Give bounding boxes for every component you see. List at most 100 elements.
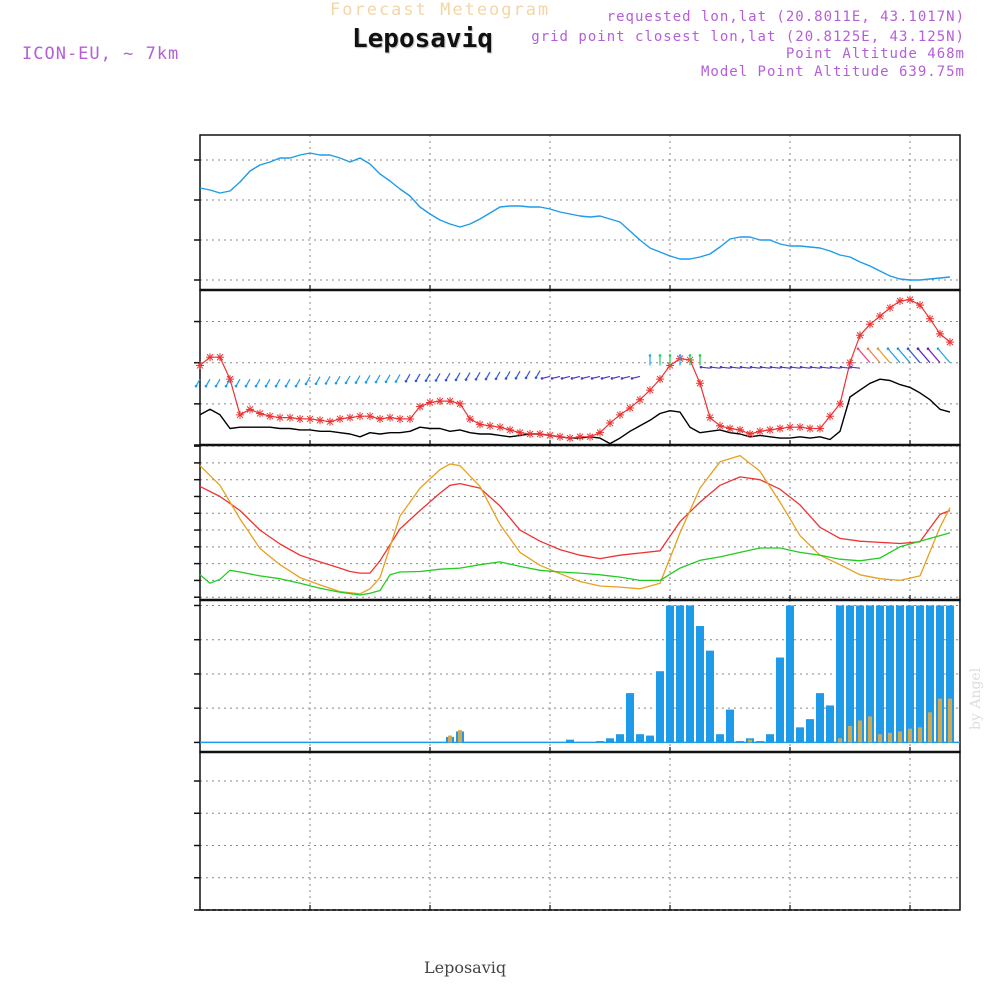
wind-dir-arrow	[265, 378, 271, 387]
wind-dir-arrowhead	[799, 365, 803, 369]
gust-marker	[796, 423, 804, 432]
wind-dir-arrowhead	[424, 379, 428, 382]
wind-dir-arrow	[235, 378, 241, 387]
requested-coords: requested lon,lat (20.8011E, 43.1017N)	[606, 9, 965, 25]
wind-dir-arrow	[790, 366, 801, 369]
series-2m-temp-line	[199, 476, 951, 574]
bar-total-clouds	[836, 605, 844, 743]
gust-marker	[276, 413, 284, 422]
wind-dir-arrowhead	[284, 384, 288, 388]
gust-marker	[316, 416, 324, 425]
wind-dir-arrow	[740, 366, 751, 369]
bar-total-clouds	[896, 605, 904, 743]
gust-marker	[206, 353, 214, 362]
bar-low-clouds	[938, 698, 942, 743]
model-altitude: Model Point Altitude 639.75m	[700, 64, 965, 80]
wind-dir-arrow	[857, 348, 871, 364]
wind-dir-arrowhead	[474, 378, 478, 381]
bar-low-clouds	[858, 720, 862, 743]
wind-dir-arrow	[927, 348, 941, 364]
wind-dir-arrow	[830, 366, 841, 369]
wind-dir-arrowhead	[630, 377, 634, 380]
wind-dir-arrowhead	[936, 347, 940, 350]
wind-dir-arrowhead	[906, 347, 910, 350]
wind-dir-arrowhead	[414, 379, 418, 383]
gust-marker	[936, 329, 944, 338]
wind-dir-arrowhead	[896, 347, 900, 350]
wind-dir-arrow	[750, 366, 761, 369]
gust-marker	[466, 414, 474, 423]
gust-marker	[536, 430, 544, 439]
wind-dir-arrow	[255, 378, 261, 387]
wind-dir-arrow	[551, 375, 561, 379]
bar-total-clouds	[866, 605, 874, 743]
wind-dir-arrowhead	[304, 382, 308, 386]
gust-marker	[816, 424, 824, 433]
footer-location: Leposaviq	[424, 958, 507, 977]
wind-dir-arrowhead	[484, 377, 488, 381]
wind-dir-arrowhead	[600, 377, 604, 380]
bar-low-clouds	[878, 734, 882, 743]
gust-marker	[416, 402, 424, 411]
wind-dir-arrow	[365, 375, 371, 383]
grid-point-coords: grid point closest lon,lat (20.8125E, 43…	[531, 29, 965, 45]
bar-total-clouds	[766, 734, 774, 743]
gust-marker	[756, 427, 764, 436]
wind-dir-arrow	[285, 378, 291, 387]
wind-dir-arrow	[425, 373, 431, 381]
bar-total-clouds	[916, 605, 924, 743]
wind-dir-arrowhead	[364, 381, 368, 384]
wind-dir-arrow	[720, 366, 731, 369]
gust-marker	[406, 414, 414, 423]
gust-marker	[346, 413, 354, 422]
bar-low-clouds	[838, 738, 842, 743]
gust-marker	[396, 414, 404, 423]
wind-dir-arrowhead	[394, 380, 398, 383]
wind-dir-arrowhead	[749, 365, 753, 369]
gust-marker	[926, 314, 934, 323]
bar-total-clouds	[676, 605, 684, 743]
wind-dir-arrowhead	[354, 381, 358, 384]
gust-marker	[736, 425, 744, 434]
wind-dir-arrow	[465, 372, 471, 380]
wind-dir-arrow	[485, 371, 491, 380]
wind-dir-arrowhead	[294, 384, 298, 388]
wind-dir-arrowhead	[620, 377, 624, 380]
bar-total-clouds	[736, 741, 744, 743]
wind-dir-arrowhead	[214, 384, 218, 388]
gust-marker	[256, 409, 264, 418]
wind-dir-arrow	[621, 375, 631, 379]
chart-title: Forecast Meteogram	[330, 0, 551, 20]
gust-marker	[696, 379, 704, 388]
wind-dir-arrowhead	[729, 365, 733, 369]
bar-total-clouds	[906, 605, 914, 743]
wind-dir-arrow	[415, 373, 421, 382]
bar-low-clouds	[918, 727, 922, 743]
wind-dir-arrowhead	[789, 365, 793, 369]
gust-marker	[826, 412, 834, 421]
wind-dir-arrow	[515, 370, 521, 379]
wind-dir-arrow	[505, 371, 511, 379]
series-prmsl-line	[199, 152, 951, 281]
wind-dir-arrowhead	[344, 381, 348, 385]
gust-marker	[246, 405, 254, 414]
wind-dir-arrowhead	[698, 354, 702, 357]
gust-marker	[306, 414, 314, 423]
wind-dir-arrowhead	[384, 380, 388, 384]
wind-dir-arrowhead	[494, 377, 498, 381]
gust-marker	[376, 414, 384, 423]
wind-dir-arrow	[205, 378, 211, 387]
bar-total-clouds	[806, 719, 814, 743]
bar-total-clouds	[706, 650, 714, 743]
wind-dir-arrowhead	[769, 365, 773, 369]
wind-dir-arrow	[760, 366, 771, 369]
wind-dir-arrow	[315, 376, 321, 384]
wind-dir-arrowhead	[668, 354, 672, 357]
wind-dir-arrowhead	[856, 347, 860, 350]
bar-total-clouds	[686, 605, 694, 743]
wind-dir-arrow	[820, 366, 831, 369]
bar-total-clouds	[596, 741, 604, 743]
gust-marker	[946, 338, 954, 347]
wind-dir-arrowhead	[759, 365, 763, 369]
